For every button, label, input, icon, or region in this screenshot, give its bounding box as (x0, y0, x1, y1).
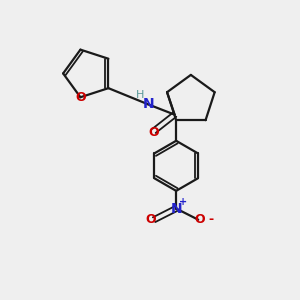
Text: -: - (208, 213, 213, 226)
Text: N: N (170, 202, 182, 215)
Text: O: O (149, 126, 159, 139)
Text: N: N (142, 97, 154, 111)
Text: H: H (136, 90, 144, 100)
Text: O: O (75, 91, 86, 104)
Text: +: + (178, 197, 187, 207)
Text: O: O (146, 213, 156, 226)
Text: O: O (194, 213, 205, 226)
